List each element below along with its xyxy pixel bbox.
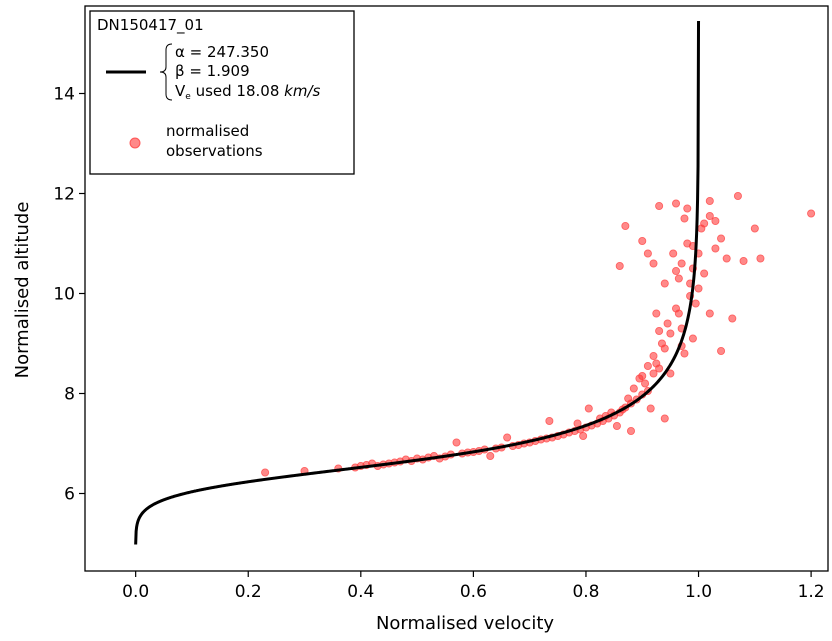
legend-alpha: α = 247.350 xyxy=(175,43,269,61)
y-tick-label: 8 xyxy=(64,385,75,405)
y-axis: 6 8 10 12 14 xyxy=(53,85,85,505)
observation-point xyxy=(674,309,683,318)
observation-point xyxy=(655,201,664,210)
y-tick-label: 10 xyxy=(53,285,75,305)
observation-point xyxy=(666,369,675,378)
observation-point xyxy=(638,371,647,380)
x-tick-label: 0.6 xyxy=(460,582,487,602)
observation-point xyxy=(503,433,512,442)
legend-obs-marker xyxy=(129,137,141,149)
y-tick-label: 6 xyxy=(64,485,75,505)
observation-point xyxy=(545,416,554,425)
legend-ve-subscript: e xyxy=(185,92,191,102)
observation-point xyxy=(683,204,692,213)
observation-point xyxy=(646,404,655,413)
legend-obs-label-1: normalised xyxy=(166,122,249,140)
observation-point xyxy=(705,309,714,318)
observation-point xyxy=(750,224,759,233)
observation-point xyxy=(621,221,630,230)
observation-point xyxy=(615,261,624,270)
legend-brace xyxy=(159,43,173,101)
x-tick-label: 1.2 xyxy=(798,582,825,602)
observation-point xyxy=(666,329,675,338)
observation-point xyxy=(660,344,669,353)
observation-point xyxy=(655,326,664,335)
observation-point xyxy=(660,279,669,288)
observation-point xyxy=(649,259,658,268)
observation-point xyxy=(261,468,270,477)
observation-point xyxy=(629,384,638,393)
observation-point xyxy=(655,364,664,373)
observation-point xyxy=(649,369,658,378)
observation-point xyxy=(680,349,689,358)
observation-point xyxy=(452,438,461,447)
observation-point xyxy=(674,274,683,283)
x-axis: 0.0 0.2 0.4 0.6 0.8 1.0 1.2 xyxy=(122,571,825,602)
observation-point xyxy=(694,284,703,293)
observation-point xyxy=(711,244,720,253)
observation-point xyxy=(641,379,650,388)
observation-point xyxy=(680,214,689,223)
observation-point xyxy=(660,414,669,423)
observations-layer xyxy=(261,191,816,477)
y-tick-label: 14 xyxy=(53,85,75,105)
observation-point xyxy=(638,236,647,245)
legend-title: DN150417_01 xyxy=(97,16,204,35)
observation-point xyxy=(733,191,742,200)
observation-point xyxy=(756,254,765,263)
x-tick-label: 0.8 xyxy=(572,582,599,602)
observation-point xyxy=(688,334,697,343)
legend-ve-unit: km/s xyxy=(284,82,320,100)
observation-point xyxy=(626,426,635,435)
observation-point xyxy=(652,309,661,318)
legend-ve: Ve used 18.08 km/s xyxy=(175,82,320,102)
x-axis-label: Normalised velocity xyxy=(376,613,554,634)
observation-point xyxy=(722,254,731,263)
x-tick-label: 0.2 xyxy=(235,582,262,602)
plot-frame xyxy=(84,5,829,572)
observation-point xyxy=(717,346,726,355)
legend-ve-text: used 18.08 xyxy=(191,82,284,100)
observation-point xyxy=(669,249,678,258)
observation-point xyxy=(807,209,816,218)
observation-point xyxy=(672,199,681,208)
observation-point xyxy=(584,404,593,413)
observation-point xyxy=(672,266,681,275)
observation-point xyxy=(705,211,714,220)
fit-curve xyxy=(134,20,701,545)
observation-point xyxy=(705,196,714,205)
y-axis-label: Normalised altitude xyxy=(12,202,33,379)
y-tick-label: 12 xyxy=(53,185,75,205)
x-tick-label: 1.0 xyxy=(685,582,712,602)
x-tick-label: 0.0 xyxy=(122,582,149,602)
observation-point xyxy=(649,351,658,360)
observation-point xyxy=(691,299,700,308)
legend-obs-label-2: observations xyxy=(166,142,263,160)
observation-point xyxy=(700,219,709,228)
observation-point xyxy=(728,314,737,323)
observation-point xyxy=(717,234,726,243)
observation-point xyxy=(677,259,686,268)
legend-beta: β = 1.909 xyxy=(175,62,250,80)
legend: DN150417_01 α = 247.350 β = 1.909 Ve use… xyxy=(89,10,355,175)
observation-point xyxy=(643,361,652,370)
observation-point xyxy=(663,319,672,328)
observation-point xyxy=(643,249,652,258)
observation-point xyxy=(711,216,720,225)
observation-point xyxy=(739,256,748,265)
observation-point xyxy=(579,431,588,440)
legend-ve-symbol: V xyxy=(175,82,186,100)
observation-point xyxy=(612,421,621,430)
x-tick-label: 0.4 xyxy=(347,582,374,602)
observation-point xyxy=(486,451,495,460)
observation-point xyxy=(700,269,709,278)
